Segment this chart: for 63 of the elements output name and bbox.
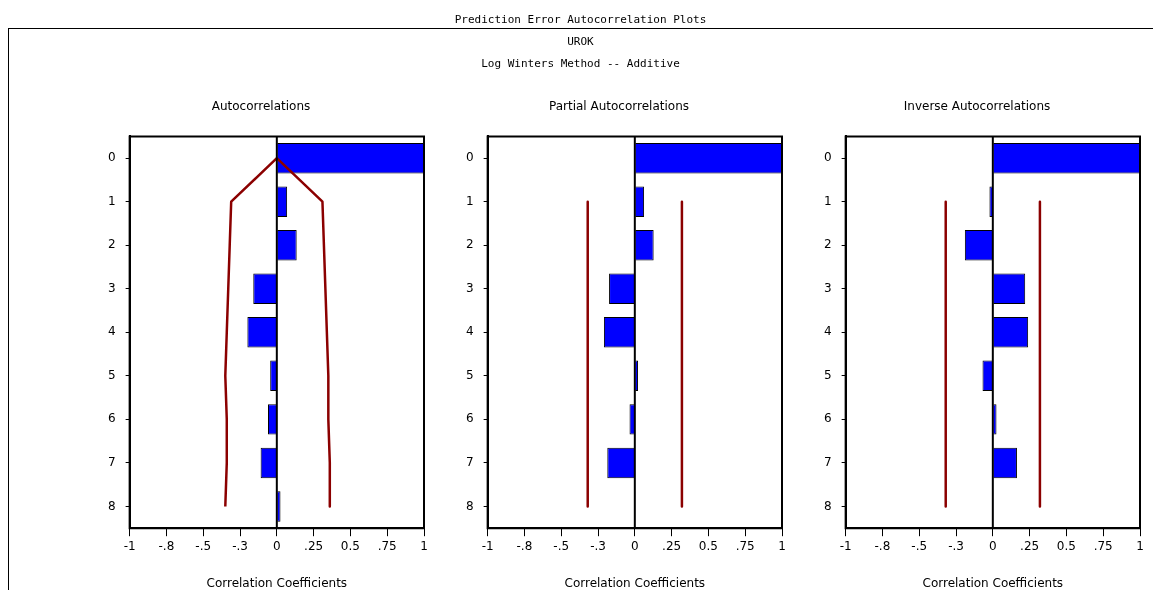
y-tick-label: 6	[465, 411, 474, 426]
y-tick-label: 8	[107, 498, 116, 513]
x-tick-label: 0	[631, 538, 639, 553]
y-tick-label: 1	[823, 193, 832, 208]
x-tick-label: 1	[778, 538, 786, 553]
y-tick-label: 6	[823, 411, 832, 426]
y-tick-label: 5	[823, 367, 832, 382]
y-tick-label: 3	[823, 280, 832, 295]
x-tick-label: 0.5	[1056, 538, 1076, 553]
x-tick-label: 0.5	[340, 538, 360, 553]
text: Log Winters Method -- Additive	[477, 57, 684, 70]
x-tick-label: .75	[377, 538, 397, 553]
y-tick-label: 5	[465, 367, 474, 382]
x-tick-label: .75	[1093, 538, 1113, 553]
y-tick-label: 1	[465, 193, 474, 208]
x-tick-label: 0	[273, 538, 281, 553]
y-tick-label: 2	[465, 237, 474, 252]
x-tick-label: -1	[839, 538, 852, 553]
y-tick-label: 3	[465, 280, 474, 295]
x-tick-label: -.8	[874, 538, 891, 553]
y-tick-label: 0	[465, 150, 474, 165]
text: Prediction Error Autocorrelation Plots	[450, 13, 711, 26]
x-axis-title: Correlation Coefficients	[922, 575, 1064, 590]
x-tick-label: -.5	[553, 538, 570, 553]
y-tick-label: 3	[107, 280, 116, 295]
x-tick-label: 1	[420, 538, 428, 553]
y-tick-label: 0	[823, 150, 832, 165]
y-tick-label: 2	[107, 237, 116, 252]
x-tick-label: -.3	[232, 538, 248, 553]
y-tick-label: 4	[823, 324, 832, 339]
x-tick-label: .25	[1020, 538, 1040, 553]
y-tick-label: 8	[465, 498, 474, 513]
chart-title: Partial Autocorrelations	[548, 99, 690, 114]
x-tick-label: -.5	[195, 538, 212, 553]
y-tick-label: 4	[465, 324, 474, 339]
y-tick-label: 0	[107, 150, 116, 165]
x-tick-label: .25	[304, 538, 324, 553]
x-tick-label: -.3	[590, 538, 606, 553]
y-tick-label: 7	[823, 455, 832, 470]
text: UROK	[563, 35, 598, 48]
x-tick-label: -.3	[948, 538, 964, 553]
x-tick-label: -.8	[158, 538, 175, 553]
y-tick-label: 5	[107, 367, 116, 382]
y-tick-label: 6	[107, 411, 116, 426]
chart-title: Inverse Autocorrelations	[903, 99, 1051, 114]
x-axis-title: Correlation Coefficients	[206, 575, 348, 590]
chart-title: Autocorrelations	[211, 99, 311, 114]
x-tick-label: .75	[735, 538, 755, 553]
x-tick-label: -.8	[516, 538, 533, 553]
x-tick-label: .25	[662, 538, 682, 553]
x-axis-title: Correlation Coefficients	[564, 575, 706, 590]
x-tick-label: -1	[481, 538, 494, 553]
x-tick-label: -.5	[911, 538, 928, 553]
y-tick-label: 4	[107, 324, 116, 339]
y-tick-label: 2	[823, 237, 832, 252]
x-tick-label: 0	[989, 538, 997, 553]
x-tick-label: 0.5	[698, 538, 718, 553]
y-tick-label: 7	[465, 455, 474, 470]
x-tick-label: 1	[1136, 538, 1144, 553]
x-tick-label: -1	[123, 538, 136, 553]
y-tick-label: 8	[823, 498, 832, 513]
y-tick-label: 7	[107, 455, 116, 470]
y-tick-label: 1	[107, 193, 116, 208]
